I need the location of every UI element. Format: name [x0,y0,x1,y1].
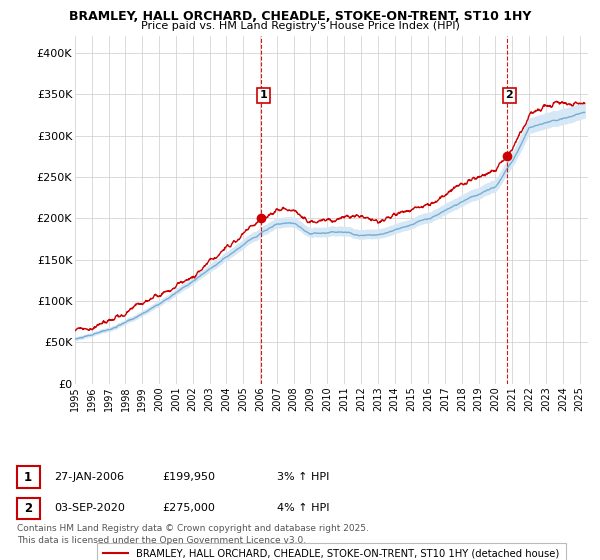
Text: 2: 2 [24,502,32,515]
Text: 4% ↑ HPI: 4% ↑ HPI [277,503,329,514]
Text: 1: 1 [24,470,32,484]
Text: 1: 1 [260,90,268,100]
Text: 2: 2 [505,90,513,100]
Text: £199,950: £199,950 [163,472,215,482]
Text: £275,000: £275,000 [163,503,215,514]
Legend: BRAMLEY, HALL ORCHARD, CHEADLE, STOKE-ON-TRENT, ST10 1HY (detached house), HPI: : BRAMLEY, HALL ORCHARD, CHEADLE, STOKE-ON… [97,543,566,560]
Text: 27-JAN-2006: 27-JAN-2006 [55,472,125,482]
Text: Contains HM Land Registry data © Crown copyright and database right 2025.
This d: Contains HM Land Registry data © Crown c… [17,524,368,545]
Text: Price paid vs. HM Land Registry's House Price Index (HPI): Price paid vs. HM Land Registry's House … [140,21,460,31]
Text: 03-SEP-2020: 03-SEP-2020 [55,503,125,514]
Text: BRAMLEY, HALL ORCHARD, CHEADLE, STOKE-ON-TRENT, ST10 1HY: BRAMLEY, HALL ORCHARD, CHEADLE, STOKE-ON… [69,10,531,23]
Text: 3% ↑ HPI: 3% ↑ HPI [277,472,329,482]
